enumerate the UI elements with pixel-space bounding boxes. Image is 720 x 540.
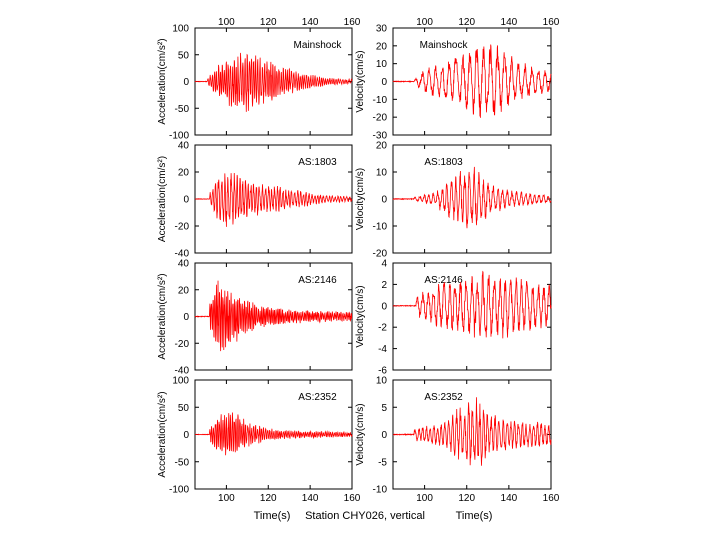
x-tick-label: 160: [543, 493, 560, 504]
y-tick-label: 40: [178, 141, 190, 152]
y-tick-label: 4: [381, 259, 387, 270]
y-tick-label: 0: [183, 312, 189, 323]
panel-velocity-0: 100 120 140 160 -30 -20 -10 0 10 20 30 Velocity(cm/…: [355, 17, 560, 142]
waveform-line: [392, 270, 552, 339]
panel-annotation: AS:2352: [298, 392, 337, 403]
y-tick-label: -30: [373, 131, 388, 142]
x-tick-label: 140: [501, 493, 518, 504]
x-tick-label: 140: [501, 17, 518, 28]
waveform-line: [194, 280, 353, 352]
y-tick-label: 20: [178, 285, 190, 296]
waveform-line: [392, 166, 552, 229]
x-tick-label: 140: [302, 17, 319, 28]
y-tick-label: -20: [373, 249, 388, 260]
plot-frame: [392, 262, 552, 371]
plot-frame: [392, 144, 552, 254]
panel-velocity-2: -6 -4 -2 0 2 4 Velocity(cm/s) AS:2146: [355, 259, 552, 377]
x-tick-label: 120: [458, 493, 475, 504]
waveform-line: [194, 52, 353, 112]
y-axis-label: Velocity(cm/s): [355, 285, 366, 347]
panel-annotation: AS:2352: [424, 392, 463, 403]
y-tick-label: -5: [378, 457, 387, 468]
x-axis-label-right: Time(s): [456, 510, 493, 522]
x-tick-label: 100: [416, 17, 433, 28]
y-tick-label: 0: [381, 77, 387, 88]
panel-annotation: AS:2146: [298, 275, 337, 286]
y-tick-label: -10: [373, 485, 388, 496]
y-tick-label: 5: [381, 403, 387, 414]
waveform-line: [194, 412, 353, 456]
y-axis-label: Velocity(cm/s): [355, 168, 366, 230]
y-tick-label: 0: [381, 195, 387, 206]
y-tick-label: 0: [183, 77, 189, 88]
y-tick-label: 0: [183, 430, 189, 441]
y-axis-label: Acceleration(cm/s²): [157, 391, 168, 477]
y-tick-label: 30: [376, 24, 388, 35]
x-tick-label: 120: [260, 493, 277, 504]
waveform-line: [392, 44, 552, 118]
x-axis-label-left: Time(s): [254, 510, 291, 522]
y-tick-label: 0: [381, 301, 387, 312]
y-tick-label: 10: [376, 59, 388, 70]
y-tick-label: 10: [376, 376, 388, 387]
y-tick-label: 50: [178, 403, 190, 414]
panel-acceleration-3: 100 120 140 160 -100 -50 0 50 100 Acceleration(cm…: [157, 376, 361, 505]
panel-acceleration-0: 100 120 140 160 -100 -50 0 50 100 Acceleration(cm…: [157, 17, 361, 142]
plot-frame: [392, 379, 552, 490]
x-tick-label: 140: [302, 493, 319, 504]
y-axis-label: Velocity(cm/s): [355, 403, 366, 465]
y-tick-label: -40: [175, 366, 190, 377]
y-tick-label: -20: [175, 339, 190, 350]
y-tick-label: 0: [183, 195, 189, 206]
panel-velocity-3: 100 120 140 160 -10 -5 0 5 10 Velocity(cm/s) AS:23…: [355, 376, 560, 505]
y-tick-label: -10: [373, 222, 388, 233]
y-axis-label: Acceleration(cm/s²): [157, 273, 168, 359]
y-axis-label: Acceleration(cm/s²): [157, 38, 168, 124]
y-tick-label: -100: [169, 485, 189, 496]
x-tick-label: 160: [344, 17, 361, 28]
waveform-line: [392, 397, 552, 466]
y-tick-label: 20: [376, 41, 388, 52]
y-tick-label: 40: [178, 259, 190, 270]
y-tick-label: 50: [178, 50, 190, 61]
y-tick-label: 100: [172, 24, 189, 35]
panel-annotation: AS:1803: [424, 157, 463, 168]
y-axis-label: Velocity(cm/s): [355, 50, 366, 112]
figure-caption: Station CHY026, vertical: [305, 510, 425, 522]
y-tick-label: 0: [381, 430, 387, 441]
x-tick-label: 160: [543, 17, 560, 28]
y-tick-label: -20: [175, 222, 190, 233]
x-tick-label: 100: [218, 17, 235, 28]
y-tick-label: -10: [373, 95, 388, 106]
y-tick-label: -50: [175, 104, 190, 115]
y-tick-label: 20: [178, 168, 190, 179]
x-tick-label: 100: [416, 493, 433, 504]
x-tick-label: 100: [218, 493, 235, 504]
y-tick-label: -4: [378, 344, 387, 355]
y-tick-label: -6: [378, 366, 387, 377]
panel-acceleration-1: -40 -20 0 20 40 Acceleration(cm/s²) AS:1803: [157, 141, 353, 260]
panel-annotation: Mainshock: [420, 40, 469, 51]
x-tick-label: 120: [260, 17, 277, 28]
x-tick-label: 160: [344, 493, 361, 504]
panel-annotation: AS:1803: [298, 157, 337, 168]
panel-velocity-1: -20 -10 0 10 20 Velocity(cm/s) AS:1803: [355, 141, 552, 260]
y-tick-label: -20: [373, 113, 388, 124]
y-tick-label: 10: [376, 168, 388, 179]
y-tick-label: -40: [175, 249, 190, 260]
y-tick-label: 20: [376, 141, 388, 152]
y-tick-label: 2: [381, 280, 387, 291]
y-tick-label: -2: [378, 323, 387, 334]
x-tick-label: 120: [458, 17, 475, 28]
panel-annotation: Mainshock: [294, 40, 343, 51]
y-tick-label: -50: [175, 457, 190, 468]
panel-annotation: AS:2146: [424, 275, 463, 286]
y-axis-label: Acceleration(cm/s²): [157, 156, 168, 242]
y-tick-label: -100: [169, 131, 189, 142]
y-tick-label: 100: [172, 376, 189, 387]
panel-acceleration-2: -40 -20 0 20 40 Acceleration(cm/s²) AS:2146: [157, 259, 353, 377]
waveform-line: [194, 172, 353, 227]
